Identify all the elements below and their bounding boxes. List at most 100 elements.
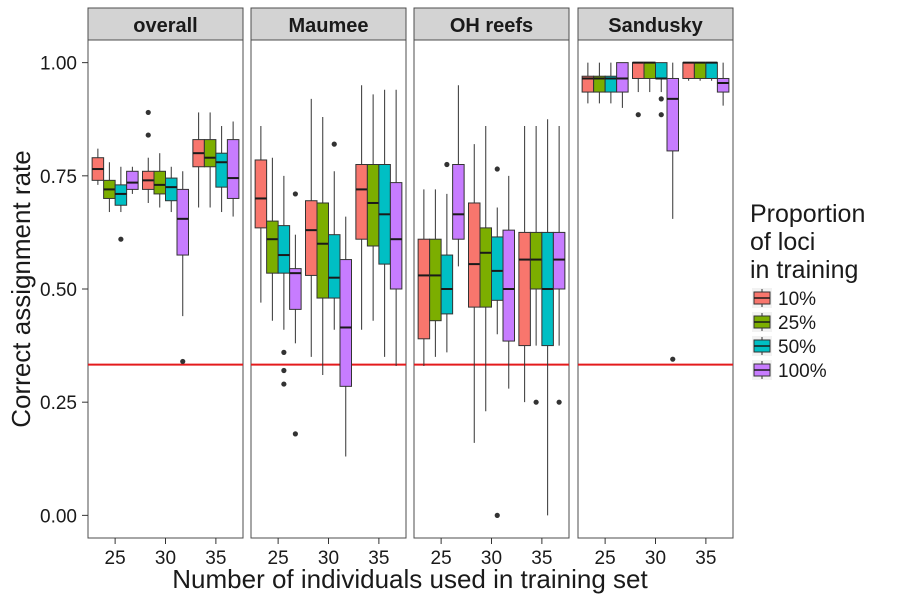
box-body [452,164,465,240]
y-axis-title: Correct assignment rate [6,150,36,427]
facet-panel-overall: overall 25 30 35 [87,7,244,569]
box-10pct [682,61,695,81]
legend-title-line: Proportion [750,200,865,228]
box-10pct [355,85,368,330]
outlier-point [281,349,287,355]
facet-panel-sandusky: Sandusky 25 30 35 [577,7,734,569]
box-body [126,170,139,190]
box-100pct [552,126,566,405]
box-25pct [693,61,707,81]
y-tick-label: 1.00 [40,54,77,75]
box-body [643,62,656,79]
x-tick-label: 30 [481,548,502,569]
outlier-point [533,399,539,405]
y-tick-label: 0.25 [40,393,77,414]
x-tick-label: 35 [368,548,389,569]
outlier-point [118,236,124,242]
box-body [429,238,442,322]
box-100pct [716,62,730,106]
y-tick-label: 0.50 [40,280,77,301]
outlier-point [556,399,562,405]
box-body [616,62,629,93]
facet-strip [250,7,407,41]
box-body [502,229,515,342]
y-tick-label: 0.75 [40,167,77,188]
legend-entry-label: 50% [778,337,816,358]
outlier-point [658,96,664,102]
x-tick-label: 25 [268,548,289,569]
x-tick-label: 25 [431,548,452,569]
box-50pct [655,62,668,118]
box-100pct [666,62,679,362]
box-body [518,231,531,347]
outlier-point [292,191,298,197]
box-100pct [226,121,240,217]
box-100pct [389,89,403,366]
box-100pct [616,62,629,108]
box-50pct [705,61,718,81]
box-body [468,202,481,308]
outlier-point [145,109,151,116]
box-50pct [114,166,128,242]
box-25pct [593,62,606,104]
outlier-point [281,381,287,387]
outlier-point [180,358,186,365]
legend-title-line: of loci [750,228,815,256]
outlier-point [331,141,337,147]
box-body [355,164,368,240]
legend-entry-label: 100% [778,361,827,382]
x-tick-label: 30 [155,548,176,569]
box-100pct [126,166,139,194]
panel-frame [87,39,244,539]
box-100pct [289,191,302,437]
box-body [417,238,431,340]
outlier-point [670,356,676,362]
box-100pct [176,171,189,365]
legend-entry-label: 10% [778,289,816,310]
facet-panel-oh-reefs: OH reefs 25 30 35 [413,7,570,569]
box-body [552,231,566,290]
box-50pct [491,166,504,518]
box-body [153,170,166,195]
box-body [254,159,268,229]
box-body [440,254,454,315]
outlier-point [281,367,287,374]
facet-strip-label: overall [133,15,197,37]
box-body [339,259,352,387]
box-100pct [339,216,352,457]
facet-strip [413,7,570,41]
box-50pct [440,161,454,353]
legend-entry-label: 25% [778,313,816,334]
y-axis: 0.00 0.25 0.50 0.75 1.00 [40,54,88,527]
box-body [632,62,645,79]
box-body [277,225,291,274]
outlier-point [444,161,450,168]
outlier-point [635,112,641,118]
outlier-point [658,112,664,118]
x-tick-label: 30 [645,548,666,569]
box-10pct [91,148,105,185]
box-body [305,200,318,276]
box-body [289,268,302,310]
y-tick-label: 0.00 [40,506,77,527]
box-body [479,227,492,308]
legend-title-line: in training [750,256,858,284]
box-body [666,77,679,152]
facet-strip [87,7,244,41]
facet-strip [577,7,734,41]
box-10pct [632,61,645,118]
box-10pct [254,126,268,303]
x-tick-label: 25 [595,548,616,569]
box-body [682,62,695,79]
box-body [328,234,341,299]
facet-strip-label: Maumee [288,15,368,37]
box-body [655,62,668,79]
x-tick-label: 35 [695,548,716,569]
x-tick-label: 30 [318,548,339,569]
box-body [266,220,279,274]
box-body [693,62,707,79]
box-body [203,139,217,168]
